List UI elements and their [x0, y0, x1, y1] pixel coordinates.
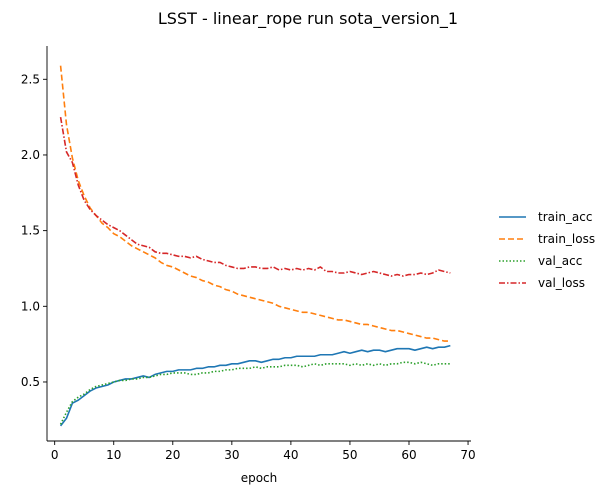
x-tick-label: 40: [283, 448, 298, 462]
x-tick-label: 30: [224, 448, 239, 462]
x-axis-label: epoch: [241, 471, 278, 485]
series-line-train_loss: [59, 65, 451, 342]
legend: train_acc train_loss val_acc val_loss: [499, 210, 595, 290]
legend-label-train_loss: train_loss: [538, 232, 595, 246]
x-axis: 0 10 20 30 40 50 60 70: [47, 440, 476, 462]
y-axis: 0.5 1.0 1.5 2.0 2.5: [21, 46, 48, 441]
x-tick-label: 50: [342, 448, 357, 462]
y-tick-label: 0.5: [21, 375, 40, 389]
x-tick-label: 60: [401, 448, 416, 462]
x-tick-label: 20: [165, 448, 180, 462]
chart-title: LSST - linear_rope run sota_version_1: [158, 9, 458, 29]
x-tick-label: 10: [106, 448, 121, 462]
y-tick-label: 2.5: [21, 72, 40, 86]
legend-label-val_loss: val_loss: [538, 276, 585, 290]
x-tick-label: 0: [51, 448, 59, 462]
series-line-val_acc: [59, 361, 451, 425]
series-line-train_acc: [59, 344, 451, 427]
y-tick-label: 2.0: [21, 148, 40, 162]
series-line-val_loss: [59, 116, 451, 277]
y-tick-label: 1.5: [21, 224, 40, 238]
x-tick-label: 70: [460, 448, 475, 462]
legend-label-val_acc: val_acc: [538, 254, 582, 268]
legend-label-train_acc: train_acc: [538, 210, 592, 224]
y-tick-label: 1.0: [21, 299, 40, 313]
plot-area: [59, 65, 451, 427]
